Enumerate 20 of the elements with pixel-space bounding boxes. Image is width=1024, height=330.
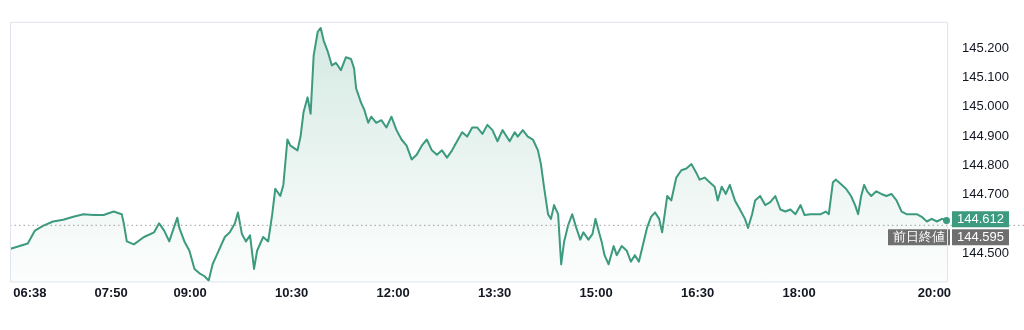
x-tick-label: 15:00 (579, 284, 613, 300)
x-tick-label: 06:38 (13, 284, 47, 300)
y-tick-label: 144.500 (962, 244, 1009, 260)
y-tick-label: 145.200 (962, 39, 1009, 55)
text: 144.612 (957, 210, 1004, 226)
x-tick-label: 09:00 (173, 284, 207, 300)
y-tick-label: 145.000 (962, 98, 1009, 114)
x-tick-label: 13:30 (477, 284, 512, 300)
y-tick-label: 144.700 (962, 186, 1009, 202)
text: 144.595 (957, 228, 1004, 244)
x-tick-label: 12:00 (376, 284, 410, 300)
x-tick-label: 07:50 (94, 284, 128, 300)
x-tick-label: 18:00 (782, 284, 816, 300)
x-tick-label: 20:00 (917, 284, 952, 300)
y-tick-label: 145.100 (962, 69, 1009, 85)
x-tick-label: 16:30 (680, 284, 715, 300)
y-tick-label: 144.800 (962, 156, 1009, 172)
y-tick-label: 144.900 (962, 127, 1009, 143)
ref-line-label: 前日終値 (893, 228, 945, 244)
x-tick-label: 10:30 (274, 284, 309, 300)
